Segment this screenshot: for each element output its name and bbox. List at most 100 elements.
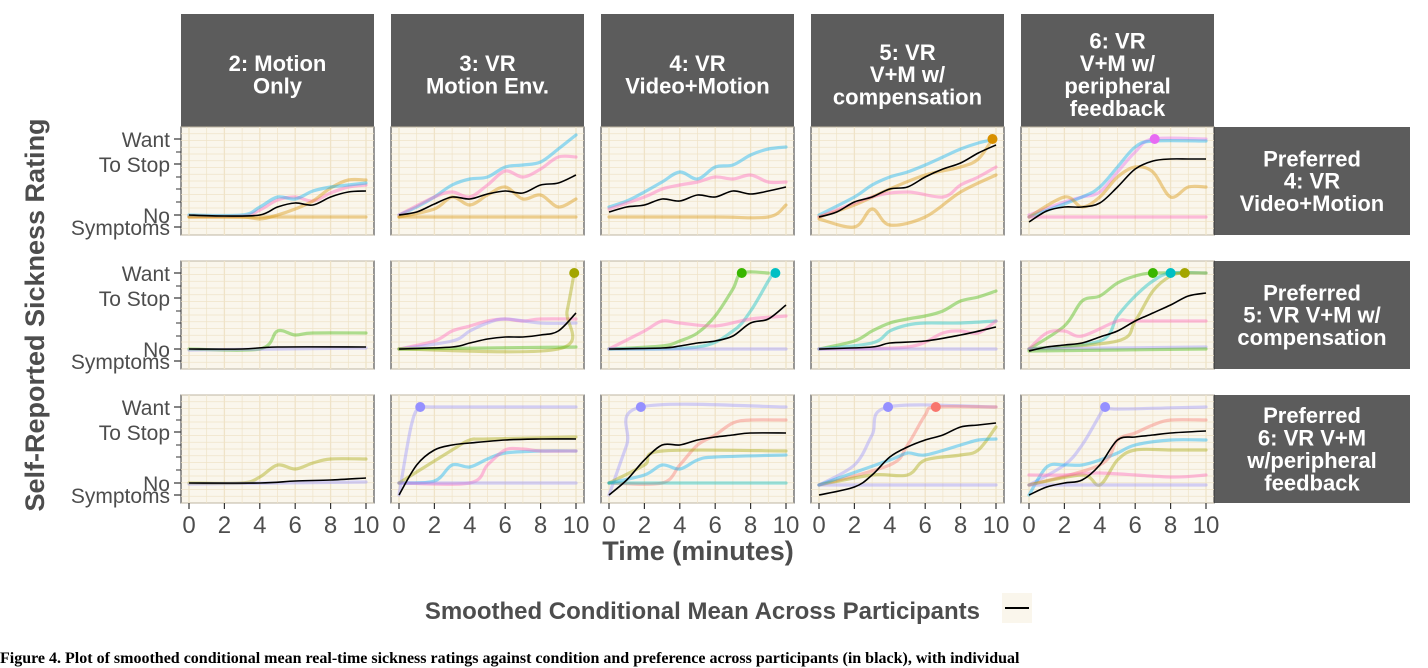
x-tick-label: 8 xyxy=(324,512,337,539)
mean-line xyxy=(398,438,577,496)
participant-line xyxy=(187,177,368,221)
participant-line xyxy=(607,453,788,485)
x-tick-label: 10 xyxy=(563,512,590,539)
participant-line xyxy=(397,271,576,354)
mean-line xyxy=(1028,430,1207,496)
x-tick-label: 8 xyxy=(954,512,967,539)
x-tick-label: 2 xyxy=(428,512,441,539)
mean-line xyxy=(398,174,577,216)
row-header-label-1: Preferred 5: VR V+M w/compensation xyxy=(1237,280,1386,350)
column-header-3 xyxy=(811,14,1004,127)
x-tick-label: 0 xyxy=(392,512,405,539)
mean-line xyxy=(1028,158,1206,223)
participant-line xyxy=(607,271,776,351)
x-tick-label: 10 xyxy=(983,512,1010,539)
column-header-1 xyxy=(391,14,584,127)
row-header-label-0-line: 4: VR xyxy=(1284,169,1340,194)
row-header-label-1-line: 5: VR V+M w/ xyxy=(1243,303,1381,328)
x-tick-label: 2 xyxy=(218,512,231,539)
row-header-label-0-line: Video+Motion xyxy=(1240,191,1384,216)
row-header-label-0-line: Preferred xyxy=(1263,146,1361,171)
column-header-label-1: 3: VR Motion Env. xyxy=(426,51,549,98)
row-header-0 xyxy=(1214,127,1410,235)
panel-lines-1-2 xyxy=(607,268,788,351)
participant-line xyxy=(397,446,578,486)
x-tick-label: 8 xyxy=(1164,512,1177,539)
stop-point xyxy=(930,402,941,412)
participant-line xyxy=(1027,471,1208,479)
participant-line xyxy=(187,183,368,219)
column-header-label-0-line: Only xyxy=(253,73,303,98)
stop-point xyxy=(415,402,426,412)
participant-line xyxy=(607,402,788,497)
participant-line xyxy=(397,133,578,217)
participant-line xyxy=(607,173,788,211)
panel-1-3 xyxy=(810,260,1005,370)
row-header-label-1-line: compensation xyxy=(1237,325,1386,350)
x-tick-label: 2 xyxy=(638,512,651,539)
participant-line xyxy=(817,319,998,351)
y-tick-label: No xyxy=(143,205,170,228)
mean-line xyxy=(188,477,367,484)
panel-lines-2-2 xyxy=(607,402,788,497)
panel-lines-1-3 xyxy=(817,289,998,351)
column-header-label-0-line: 2: Motion xyxy=(229,51,327,76)
mean-line xyxy=(608,432,787,496)
x-tick-label: 6 xyxy=(1129,512,1142,539)
column-header-2 xyxy=(601,14,794,127)
y-tick-label: To Stop xyxy=(99,154,170,177)
participant-line xyxy=(817,137,998,217)
panel-1-2 xyxy=(600,260,795,370)
stop-point xyxy=(770,268,781,278)
panel-1-0 xyxy=(180,260,375,370)
stop-point xyxy=(1149,134,1160,144)
mean-line xyxy=(398,312,577,350)
panel-2-1 xyxy=(390,394,585,504)
y-tick-label: Want xyxy=(122,129,170,152)
column-header-label-4-line: 6: VR xyxy=(1089,29,1145,54)
column-header-label-4-line: V+M w/ xyxy=(1080,51,1155,76)
participant-line xyxy=(817,173,998,229)
column-header-label-1-line: Motion Env. xyxy=(426,73,549,98)
legend-label: Smoothed Conditional Mean Across Partici… xyxy=(425,598,980,625)
row-header-label-2-line: 6: VR V+M xyxy=(1258,425,1366,450)
participant-line xyxy=(817,319,998,351)
panel-0-0 xyxy=(180,126,375,236)
participant-line xyxy=(1027,438,1208,497)
row-header-label-2-line: feedback xyxy=(1264,470,1360,495)
row-header-1 xyxy=(1214,261,1410,369)
x-tick-label: 6 xyxy=(499,512,512,539)
participant-line xyxy=(187,328,368,352)
stop-point xyxy=(1100,402,1111,412)
y-tick-label: Symptoms xyxy=(71,351,170,374)
stop-point xyxy=(1165,268,1176,278)
mean-line xyxy=(1028,292,1207,352)
column-header-label-0: 2: Motion Only xyxy=(229,51,327,98)
participant-line xyxy=(817,137,995,219)
panel-lines-0-3 xyxy=(817,134,998,229)
panel-lines-2-4 xyxy=(1027,402,1208,497)
column-header-label-4-line: peripheral xyxy=(1064,73,1170,98)
x-tick-label: 10 xyxy=(1193,512,1220,539)
x-tick-label: 4 xyxy=(883,512,896,539)
mean-line xyxy=(608,304,787,350)
panel-lines-1-0 xyxy=(187,328,368,352)
mean-line xyxy=(608,186,787,213)
column-header-4 xyxy=(1021,14,1214,127)
panel-2-3 xyxy=(810,394,1005,504)
x-tick-label: 6 xyxy=(919,512,932,539)
column-header-label-3-line: 5: VR xyxy=(879,40,935,65)
stop-point xyxy=(1147,268,1158,278)
participant-line xyxy=(187,181,368,218)
stop-point xyxy=(736,268,747,278)
x-tick-label: 8 xyxy=(534,512,547,539)
panel-lines-0-4 xyxy=(1027,134,1208,223)
x-tick-label: 8 xyxy=(744,512,757,539)
row-header-2 xyxy=(1214,395,1410,503)
row-header-label-2-line: w/peripheral xyxy=(1246,448,1377,473)
participant-line xyxy=(817,437,998,487)
panel-lines-0-0 xyxy=(187,177,368,221)
participant-line xyxy=(397,317,578,351)
mean-line xyxy=(188,346,367,350)
row-header-label-0: Preferred 4: VR Video+Motion xyxy=(1240,146,1384,216)
